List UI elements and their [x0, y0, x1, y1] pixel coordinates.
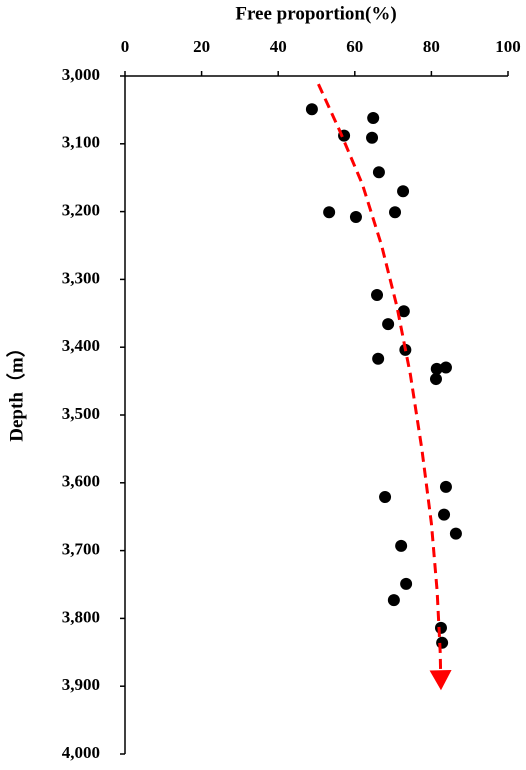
- point: [389, 206, 402, 219]
- point: [397, 185, 410, 198]
- y-tick-label: 3,700: [62, 540, 100, 559]
- point: [439, 361, 452, 374]
- point: [438, 508, 451, 521]
- trend-line: [317, 83, 443, 671]
- point: [397, 305, 410, 318]
- point: [400, 577, 413, 590]
- y-tick-label: 3,200: [62, 201, 100, 220]
- y-tick-label: 3,500: [62, 404, 100, 423]
- point: [429, 373, 442, 386]
- point: [395, 539, 408, 552]
- point: [439, 480, 452, 493]
- x-tick-label: 60: [346, 37, 363, 56]
- x-tick-label: 80: [423, 37, 440, 56]
- point: [323, 206, 336, 219]
- point: [366, 131, 379, 144]
- point: [430, 362, 443, 375]
- point: [379, 491, 392, 504]
- y-tick-label: 4,000: [62, 743, 100, 762]
- point: [387, 594, 400, 607]
- point: [434, 621, 447, 634]
- y-tick-label: 3,800: [62, 607, 100, 626]
- point: [372, 166, 385, 179]
- y-tick-label: 3,000: [62, 65, 100, 84]
- y-tick-label: 3,300: [62, 268, 100, 287]
- x-tick-label: 40: [270, 37, 287, 56]
- point: [305, 103, 318, 116]
- y-tick-label: 3,900: [62, 675, 100, 694]
- x-axis-title: Free proportion(%): [235, 3, 396, 24]
- point: [371, 288, 384, 301]
- point: [382, 318, 395, 331]
- point: [372, 352, 385, 365]
- point: [349, 211, 362, 224]
- y-axis-title: Depth（m）: [4, 338, 27, 441]
- y-tick-label: 3,100: [62, 133, 100, 152]
- x-tick-label: 20: [193, 37, 210, 56]
- point: [436, 636, 449, 649]
- point: [367, 112, 380, 125]
- y-tick-label: 3,600: [62, 472, 100, 491]
- x-tick-label: 0: [121, 37, 130, 56]
- trend-arrowhead: [429, 670, 452, 691]
- y-tick-label: 3,400: [62, 336, 100, 355]
- x-tick-label: 100: [495, 37, 521, 56]
- point: [449, 527, 462, 540]
